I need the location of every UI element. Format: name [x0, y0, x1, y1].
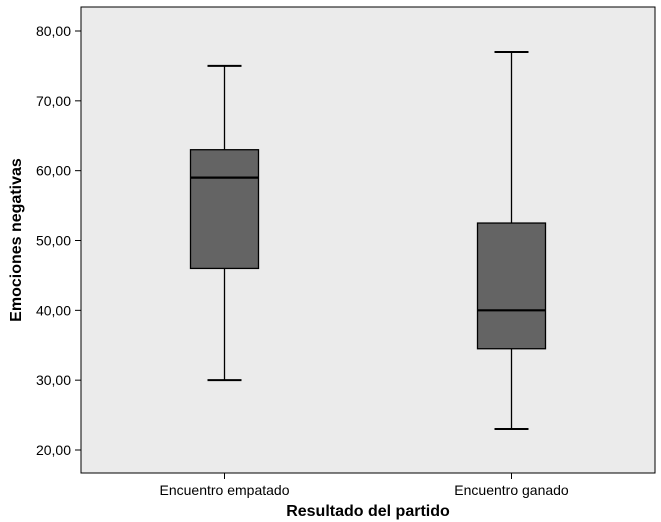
boxes: [189, 50, 547, 431]
y-tick-label: 30,00: [36, 372, 71, 388]
y-axis: 20,00 30,00 40,00 50,00 60,00 70,00 80,00: [36, 23, 81, 458]
y-tick-label: 80,00: [36, 23, 71, 39]
x-tick-label: Encuentro empatado: [160, 482, 290, 498]
y-tick-label: 20,00: [36, 442, 71, 458]
box-iqr: [476, 222, 547, 350]
plot-area-background: [80, 6, 656, 474]
x-tick-label: Encuentro ganado: [454, 482, 569, 498]
y-axis-title: Emociones negativas: [8, 158, 25, 322]
y-tick-label: 40,00: [36, 302, 71, 318]
box-iqr: [189, 149, 260, 270]
x-axis: Encuentro empatado Encuentro ganado: [160, 473, 569, 498]
x-axis-title: Resultado del partido: [286, 503, 450, 520]
y-tick-label: 60,00: [36, 163, 71, 179]
box-group: [189, 64, 260, 382]
box-group: [476, 50, 547, 431]
y-tick-label: 50,00: [36, 233, 71, 249]
y-tick-label: 70,00: [36, 93, 71, 109]
